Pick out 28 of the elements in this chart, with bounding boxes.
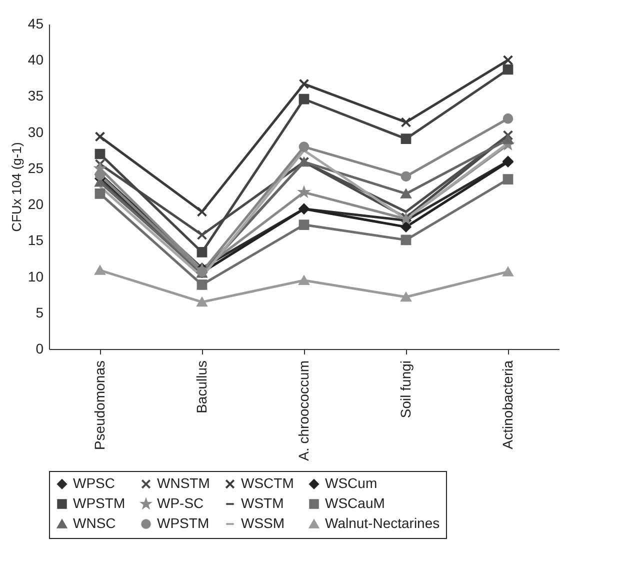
legend-label: WSCum (325, 475, 378, 492)
legend-label: WPSC (73, 475, 115, 492)
legend-label: Walnut-Nectarines (325, 515, 440, 531)
x-tick-label: Bacullus (194, 360, 210, 414)
legend-label: WSSM (241, 515, 285, 531)
legend-label: WSTM (241, 495, 284, 511)
legend-label: WNSC (73, 515, 116, 531)
x-tick-label: A. chroococcum (296, 360, 312, 461)
y-tick-label: 10 (28, 268, 44, 284)
x-tick-label: Actinobacteria (500, 360, 516, 450)
y-tick-label: 20 (28, 196, 44, 212)
y-tick-label: 15 (28, 232, 44, 248)
y-tick-label: 40 (28, 52, 44, 68)
legend-label: WPSTM (73, 495, 126, 511)
y-tick-label: 0 (36, 340, 44, 356)
legend-label: WP-SC (157, 495, 204, 511)
legend-label: WSCauM (325, 495, 385, 511)
y-axis-title: CFUx 104 (g-1) (8, 142, 24, 232)
y-tick-label: 5 (36, 304, 44, 320)
y-tick-label: 45 (28, 16, 44, 32)
x-tick-label: Soil fungi (398, 360, 414, 418)
x-tick-label: Pseudomonas (92, 360, 108, 450)
y-tick-label: 30 (28, 124, 44, 140)
legend-label: WSCTM (241, 475, 294, 492)
y-tick-label: 35 (28, 88, 44, 104)
legend-label: WNSTM (157, 475, 210, 492)
legend-label: WPSTM (157, 515, 210, 531)
y-tick-label: 25 (28, 160, 44, 176)
